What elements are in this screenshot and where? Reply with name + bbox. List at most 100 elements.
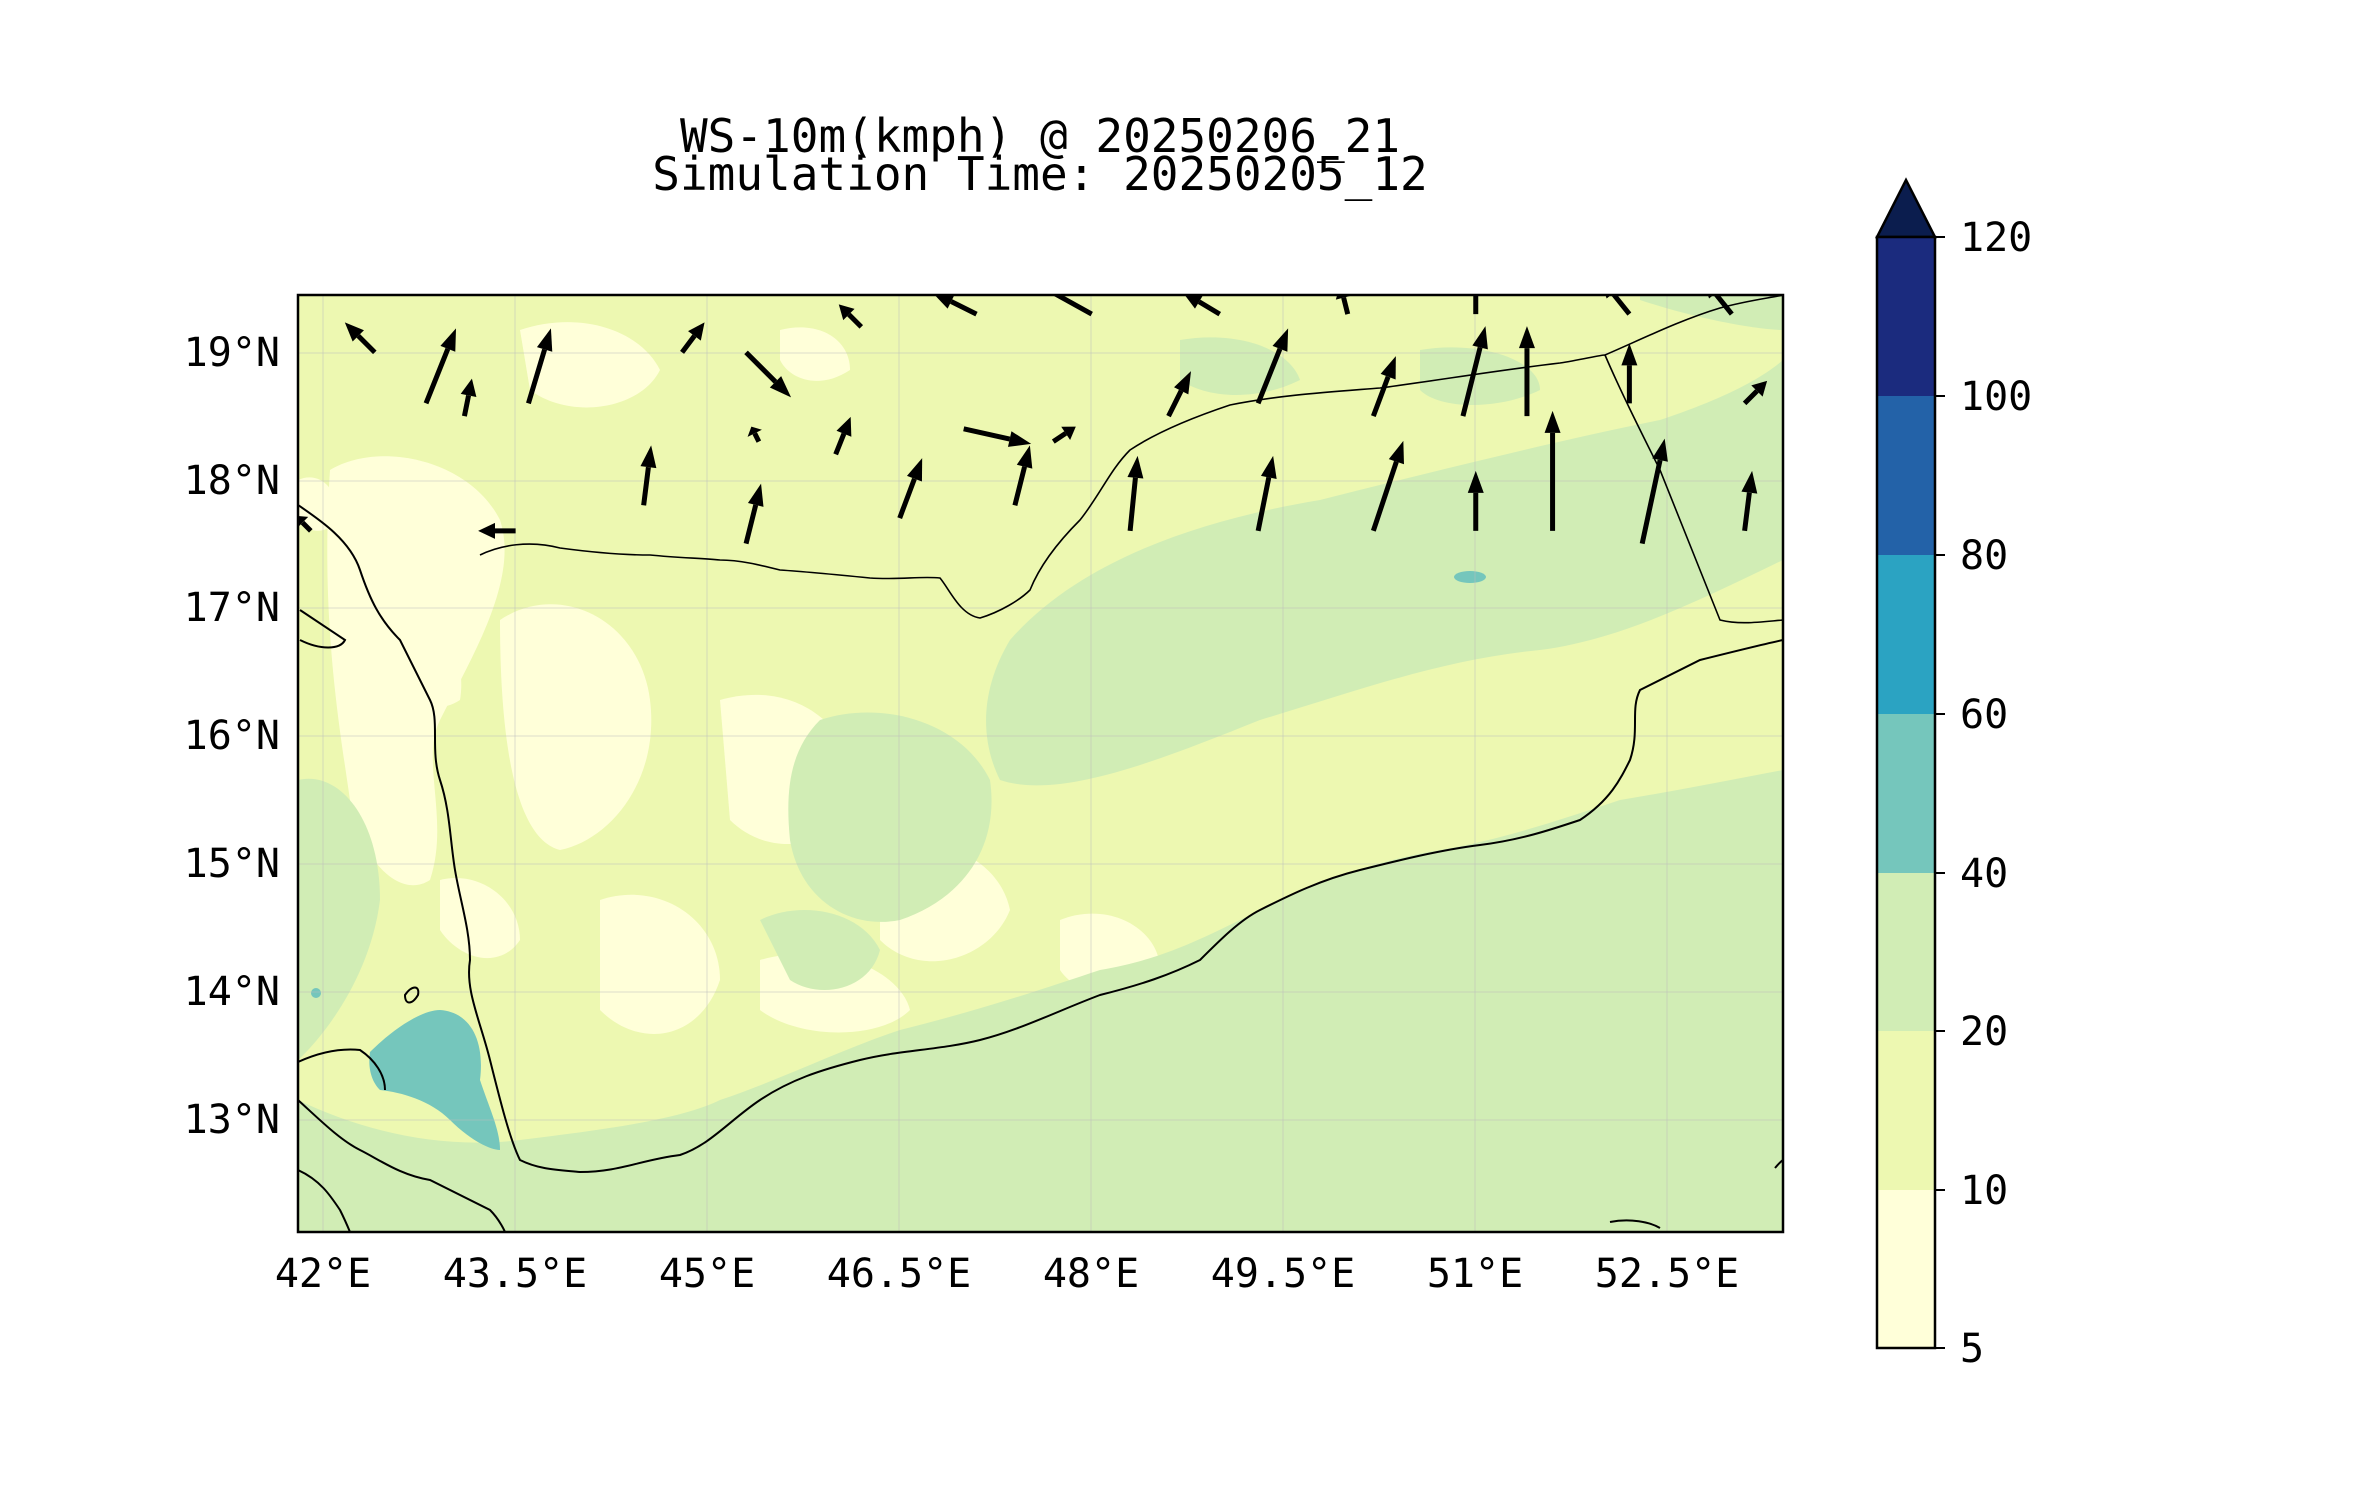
lat-tick-label: 17°N [184,585,280,631]
wind-vector-arrow [640,445,657,506]
wind-vector-shaft [1051,431,1068,444]
wind-vector-arrow [1024,277,1093,317]
latitude-tick-labels: 19°N 18°N 17°N 16°N 15°N 14°N 13°N [184,330,280,1143]
wind-vector-arrow [897,458,923,519]
wind-vector-shaft [526,348,548,405]
wind-vector-head [344,322,364,342]
wind-vector-shaft [680,334,697,354]
wind-vector-shaft [1460,346,1483,417]
colorbar-band-40-60 [1877,714,1935,873]
wind-vector-shaft [1255,476,1272,532]
wind-vector-arrow [460,378,477,417]
wind-vector-head [440,328,457,352]
wind-vector-shaft [1639,459,1663,545]
wind-vector-arrow [934,295,978,317]
wind-vector-head [934,295,955,309]
colorbar-label: 80 [1960,533,2008,579]
colorbar-band-80-100 [1877,396,1935,555]
wind-vector-arrow [1184,295,1222,317]
wind-vector-arrow [1371,356,1396,417]
map-title-line-2: Simulation Time: 20250205_12 [652,147,1428,201]
colorbar-band-60-80 [1877,555,1935,714]
wind-vector-arrow [680,322,705,354]
wind-vector-shaft [1127,477,1138,532]
wind-vector-head [836,416,852,437]
wind-vector-arrow [1255,328,1289,405]
wind-vector-arrow [838,304,864,329]
wind-vector-shaft [1713,295,1734,316]
colorbar-label: 20 [1960,1009,2008,1055]
wind-vector-arrow [1460,326,1488,417]
colorbar-label: 120 [1960,215,2032,261]
wind-vector-head [1472,326,1488,350]
colorbar-label: 10 [1960,1168,2008,1214]
longitude-tick-labels: 42°E 43.5°E 45°E 46.5°E 48°E 49.5°E 51°E… [275,1251,1739,1297]
wind-vector-shaft [1742,492,1752,532]
wind-vector-shaft [1012,466,1027,506]
wind-vector-head [1260,455,1277,479]
wind-vector-head [1621,343,1638,366]
colorbar-ticks [1935,236,1945,1349]
wind-vector-arrow [833,416,852,456]
wind-vector-head [1751,380,1768,397]
wind-vector-head [1468,277,1484,294]
wind-vector-shaft [1166,389,1184,418]
lat-tick-label: 16°N [184,713,280,759]
wind-vector-head [1518,326,1535,349]
wind-vector-head [1741,470,1758,494]
wind-vector-head [747,426,762,437]
wind-vector-shaft [847,312,864,329]
map-frame [296,293,1785,1234]
map-gridlines [298,295,1783,1232]
wind-vector-head [1184,295,1204,309]
coastlines [298,504,1783,1232]
wind-vector-head [536,328,553,352]
lon-tick-label: 42°E [275,1251,371,1297]
wind-vector-shaft [1370,460,1399,532]
wind-vector-head [1544,410,1561,433]
wind-vector-shaft [300,520,313,533]
wind-vector-head [1380,356,1396,380]
wind-vector-shaft [1197,299,1222,317]
wind-vector-arrow [1621,343,1638,404]
wind-vector-shaft [461,394,471,417]
wind-vectors [298,277,1768,545]
wind-vector-arrow [1518,326,1535,417]
wind-vector-arrow [1468,277,1484,315]
wind-vector-head [1467,470,1484,493]
wind-vector-shaft [1052,295,1093,317]
wind-vector-arrow [744,350,792,398]
colorbar-band-5-10 [1877,1190,1935,1348]
wind-vector-shaft [356,334,377,355]
wind-vector-arrow [478,522,516,539]
wind-vector-shaft [1742,389,1759,406]
wind-vector-arrow [526,328,553,405]
lon-tick-label: 48°E [1043,1251,1139,1297]
wind-vector-head [1272,328,1289,352]
lat-tick-label: 18°N [184,458,280,504]
lat-tick-label: 14°N [184,969,280,1015]
colorbar-label: 100 [1960,374,2032,420]
colorbar-label: 5 [1960,1326,1984,1372]
lon-tick-label: 49.5°E [1211,1251,1356,1297]
colorbar-label: 60 [1960,692,2008,738]
wind-vector-head [1024,277,1047,295]
wind-vector-head [688,322,705,341]
wind-vector-head [747,483,764,507]
wind-vector-head [1652,438,1668,462]
wind-vector-head [769,376,792,398]
wind-vector-arrow [1012,445,1033,506]
wind-vector-head [460,378,477,398]
lat-tick-label: 15°N [184,841,280,887]
wind-vector-arrow [743,483,764,545]
wind-vector-head [1007,431,1032,447]
wind-vector-arrow [963,426,1032,447]
wind-vector-head [1388,440,1404,465]
country-borders [479,295,1783,624]
wind-vector-shaft [1255,347,1283,405]
colorbar-band-100-120 [1877,237,1935,396]
wind-vector-shaft [641,466,651,506]
colorbar-frame [1875,235,1937,1350]
colorbar-band-20-40 [1877,873,1935,1031]
